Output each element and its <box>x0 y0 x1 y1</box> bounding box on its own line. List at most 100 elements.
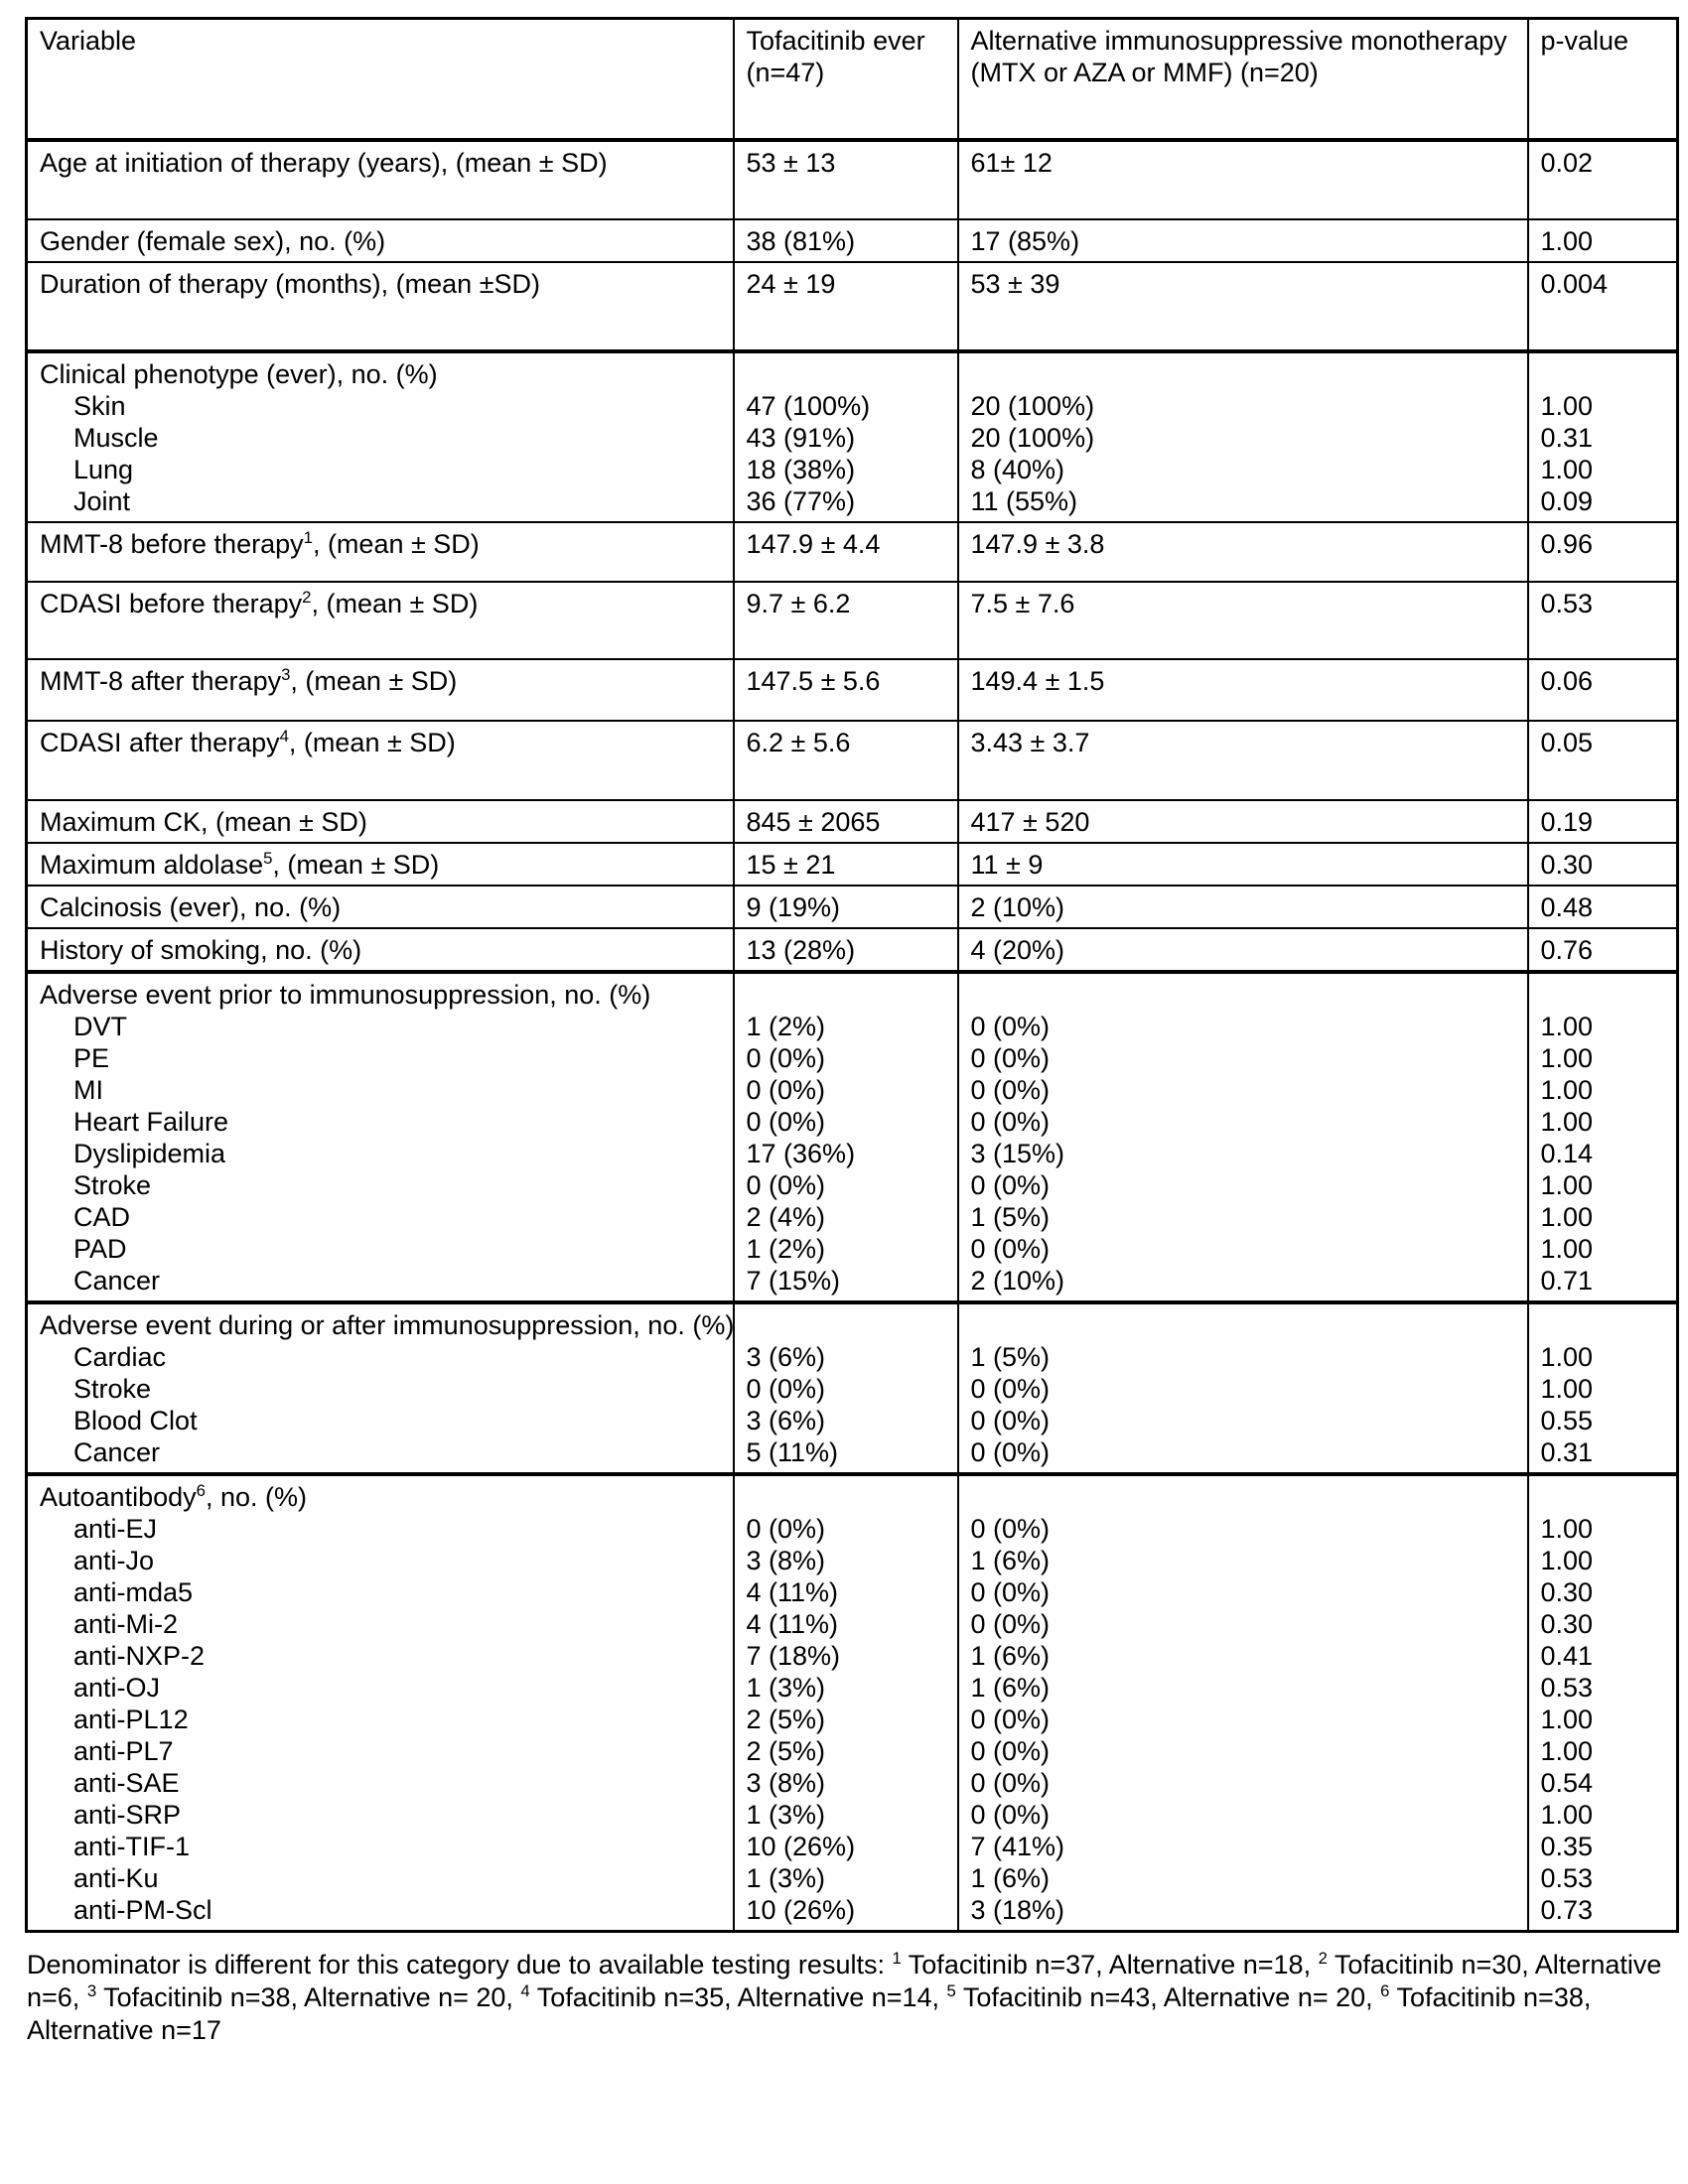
autoantibody-variable-cell: Autoantibody6, no. (%) anti-EJ anti-Jo anti… <box>25 1471 735 1932</box>
group-item-value: 3 (18%) <box>970 1894 1065 1925</box>
ae_during-alternative-cell: 1 (5%) 0 (0%) 0 (0%) 0 (0%) <box>956 1299 1529 1475</box>
group-item-label: Lung <box>73 454 134 484</box>
group-item-value: 0 (0%) <box>970 1704 1051 1734</box>
age-variable-cell: Age at initiation of therapy (years), (m… <box>25 138 735 220</box>
group-item-value: 3 (6%) <box>746 1405 826 1435</box>
group-item-value: 1.00 <box>1540 1513 1594 1544</box>
mmt8_before-pvalue-cell: 0.96 <box>1526 520 1679 583</box>
group-blank-line <box>1541 358 1667 390</box>
superscript-marker: 1 <box>892 1948 902 1968</box>
group-item-value: 1.00 <box>1540 1106 1594 1137</box>
group-item-value: 1 (5%) <box>970 1201 1051 1232</box>
calcinosis-pvalue-cell: 0.48 <box>1526 884 1679 929</box>
group-item-value: 10 (26%) <box>746 1831 856 1861</box>
group-item-label: anti-SAE <box>73 1767 180 1798</box>
ae_during-variable-cell: Adverse event during or after immunosupp… <box>25 1299 735 1475</box>
group-item-value: 1.00 <box>1540 1735 1594 1766</box>
duration-variable-cell: Duration of therapy (months), (mean ±SD) <box>25 260 735 352</box>
gender-alternative-cell: 17 (85%) <box>956 217 1529 263</box>
calcinosis-variable-cell: Calcinosis (ever), no. (%) <box>25 884 735 929</box>
group-item-value: 0 (0%) <box>746 1169 826 1200</box>
group-item-value: 0 (0%) <box>746 1074 826 1105</box>
group-item-value: 0 (0%) <box>970 1405 1051 1435</box>
group-item-value: 0 (0%) <box>970 1169 1051 1200</box>
group-item-value: 8 (40%) <box>970 454 1065 484</box>
group-item-label: Muscle <box>73 422 159 453</box>
group-item-value: 1 (3%) <box>746 1672 826 1703</box>
group-label: Adverse event during or after immunosupp… <box>40 1309 734 1340</box>
group-item-value: 0.30 <box>1540 1608 1594 1639</box>
mmt8_after-variable-cell: MMT-8 after therapy3, (mean ± SD) <box>25 657 735 722</box>
table-row-phenotype: Clinical phenotype (ever), no. (%) Skin Mu… <box>25 348 1679 523</box>
group-item-value: 0.54 <box>1540 1767 1594 1798</box>
superscript-marker: 6 <box>1380 1980 1390 2000</box>
superscript-marker: 6 <box>196 1480 206 1500</box>
group-item-value: 1 (2%) <box>746 1233 826 1264</box>
group-item-value: 1.00 <box>1540 1169 1594 1200</box>
group-blank-line <box>747 1481 947 1513</box>
group-item-label: anti-PL7 <box>73 1735 174 1766</box>
group-item-value: 1.00 <box>1540 1373 1594 1404</box>
max_ck-pvalue-cell: 0.19 <box>1526 798 1679 844</box>
smoking-variable-cell: History of smoking, no. (%) <box>25 926 735 973</box>
group-item-label: anti-SRP <box>73 1799 182 1830</box>
superscript-marker: 3 <box>281 664 291 684</box>
group-item-value: 43 (91%) <box>746 422 856 453</box>
group-item-label: DVT <box>73 1011 127 1041</box>
group-item-value: 0.55 <box>1540 1405 1594 1435</box>
group-item-value: 36 (77%) <box>746 485 856 516</box>
age-alternative-cell: 61± 12 <box>956 138 1529 220</box>
ae_during-tofacitinib-cell: 3 (6%) 0 (0%) 3 (6%) 5 (11%) <box>732 1299 959 1475</box>
group-blank-line <box>1541 1309 1667 1341</box>
max_ck-alternative-cell: 417 ± 520 <box>956 798 1529 844</box>
table-row-smoking: History of smoking, no. (%) 13 (28%) 4 (20… <box>25 926 1679 973</box>
group-item-label: Skin <box>73 390 126 421</box>
group-item-value: 0.71 <box>1540 1265 1594 1296</box>
group-item-label: Dyslipidemia <box>73 1138 226 1168</box>
table-body: Age at initiation of therapy (years), (m… <box>25 138 1679 1932</box>
group-blank-line <box>747 1309 947 1341</box>
cdasi_after-tofacitinib-cell: 6.2 ± 5.6 <box>732 719 959 801</box>
phenotype-variable-cell: Clinical phenotype (ever), no. (%) Skin Mu… <box>25 348 735 523</box>
group-item-label: Heart Failure <box>73 1106 229 1137</box>
mmt8_after-alternative-cell: 149.4 ± 1.5 <box>956 657 1529 722</box>
phenotype-tofacitinib-cell: 47 (100%) 43 (91%) 18 (38%) 36 (77%) <box>732 348 959 523</box>
age-tofacitinib-cell: 53 ± 13 <box>732 138 959 220</box>
group-item-label: CAD <box>73 1201 131 1232</box>
max_ck-variable-cell: Maximum CK, (mean ± SD) <box>25 798 735 844</box>
column-header-pvalue: p-value <box>1526 17 1679 142</box>
group-item-value: 0.30 <box>1540 1576 1594 1607</box>
group-blank-line <box>1541 1481 1667 1513</box>
mmt8_after-pvalue-cell: 0.06 <box>1526 657 1679 722</box>
group-item-value: 1.00 <box>1540 1233 1594 1264</box>
group-item-label: anti-Jo <box>73 1545 155 1575</box>
group-item-value: 2 (5%) <box>746 1704 826 1734</box>
group-item-value: 2 (5%) <box>746 1735 826 1766</box>
group-item-value: 0 (0%) <box>746 1373 826 1404</box>
group-item-value: 47 (100%) <box>746 390 871 421</box>
group-item-value: 20 (100%) <box>970 390 1095 421</box>
group-item-value: 0.09 <box>1540 485 1594 516</box>
superscript-marker: 1 <box>303 527 313 547</box>
group-item-value: 10 (26%) <box>746 1894 856 1925</box>
group-blank-line <box>747 358 947 390</box>
group-item-value: 18 (38%) <box>746 454 856 484</box>
cdasi_before-tofacitinib-cell: 9.7 ± 6.2 <box>732 580 959 660</box>
superscript-marker: 4 <box>520 1980 530 2000</box>
patient-comparison-table: Variable Tofacitinib ever (n=47) Alternati… <box>25 17 1679 1933</box>
group-item-value: 1 (3%) <box>746 1799 826 1830</box>
smoking-tofacitinib-cell: 13 (28%) <box>732 926 959 973</box>
group-item-label: anti-OJ <box>73 1672 161 1703</box>
group-item-value: 3 (8%) <box>746 1545 826 1575</box>
group-item-value: 3 (8%) <box>746 1767 826 1798</box>
group-item-label: Cardiac <box>73 1341 167 1372</box>
group-label: Autoantibody6, no. (%) <box>40 1480 307 1512</box>
column-header-variable: Variable <box>25 17 735 142</box>
group-item-value: 1 (6%) <box>970 1862 1051 1893</box>
gender-pvalue-cell: 1.00 <box>1526 217 1679 263</box>
group-item-label: Joint <box>73 485 131 516</box>
group-item-value: 0.73 <box>1540 1894 1594 1925</box>
group-item-value: 0.53 <box>1540 1672 1594 1703</box>
group-item-value: 20 (100%) <box>970 422 1095 453</box>
ae_during-pvalue-cell: 1.00 1.00 0.55 0.31 <box>1526 1299 1679 1475</box>
